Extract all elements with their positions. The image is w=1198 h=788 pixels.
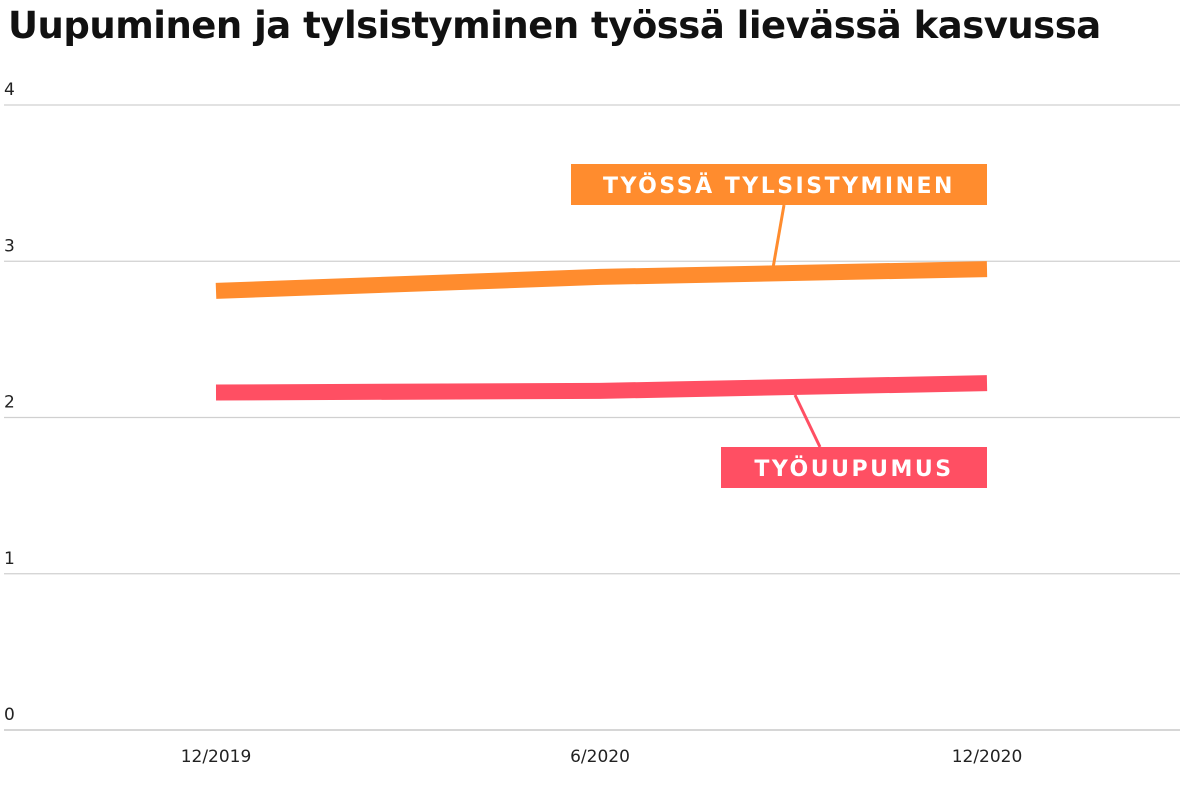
x-tick-label-2: 12/2020 bbox=[952, 747, 1023, 767]
leader-line-0 bbox=[771, 204, 786, 269]
y-tick-label-1: 1 bbox=[4, 549, 15, 569]
series-label-box-0 bbox=[571, 164, 987, 205]
series-line-0 bbox=[215, 261, 988, 299]
series-labels: TYÖSSÄ TYLSISTYMINEN TYÖUUPUMUS bbox=[571, 164, 987, 488]
series-line-1 bbox=[215, 375, 988, 401]
series-label-0: TYÖSSÄ TYLSISTYMINEN bbox=[603, 173, 955, 199]
x-tick-label-1: 6/2020 bbox=[570, 747, 630, 767]
y-tick-label-0: 0 bbox=[4, 705, 15, 725]
x-tick-label-0: 12/2019 bbox=[181, 747, 252, 767]
y-tick-label-4: 4 bbox=[4, 80, 15, 100]
leader-line-1 bbox=[793, 394, 822, 448]
series-lines bbox=[215, 261, 988, 401]
chart-title: Uupuminen ja tylsistyminen työssä lieväs… bbox=[8, 4, 1101, 47]
y-tick-label-2: 2 bbox=[4, 393, 15, 413]
y-axis-ticks: 0 1 2 3 4 bbox=[4, 80, 15, 725]
x-axis-ticks: 12/2019 6/2020 12/2020 bbox=[181, 747, 1023, 767]
y-tick-label-3: 3 bbox=[4, 236, 15, 256]
series-label-box-1 bbox=[721, 447, 987, 488]
series-label-1: TYÖUUPUMUS bbox=[754, 456, 953, 482]
gridlines bbox=[4, 104, 1180, 731]
